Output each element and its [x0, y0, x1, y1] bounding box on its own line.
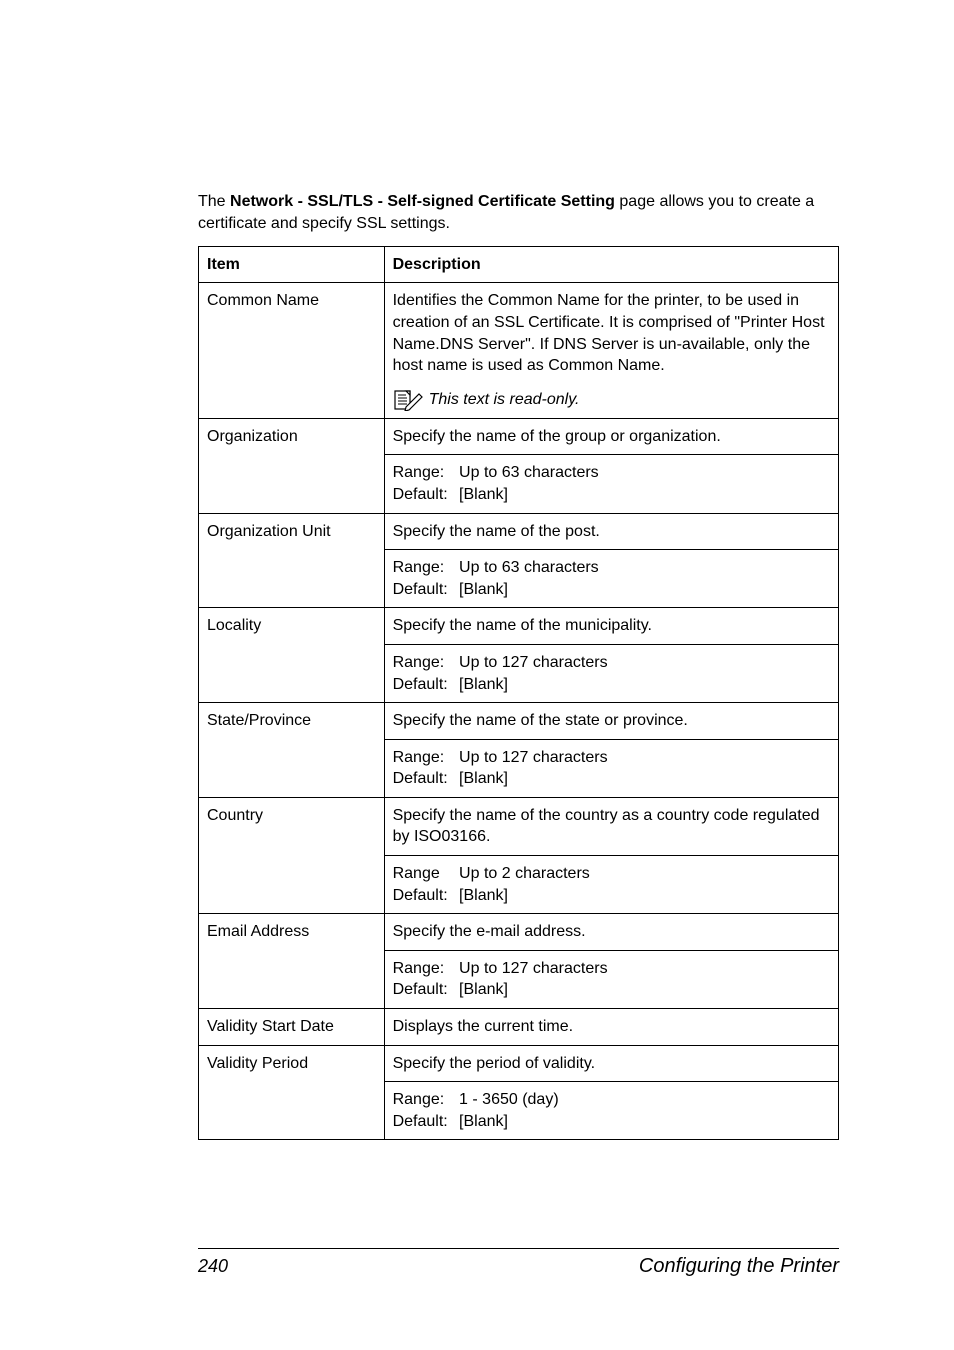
- row-organization: Organization Specify the name of the gro…: [199, 418, 839, 455]
- row-org-unit: Organization Unit Specify the name of th…: [199, 513, 839, 550]
- cell-label: Validity Start Date: [199, 1009, 385, 1046]
- cell-label: Country: [199, 797, 385, 913]
- row-validity-period: Validity Period Specify the period of va…: [199, 1045, 839, 1082]
- default-label: Default:: [393, 579, 455, 601]
- default-label: Default:: [393, 768, 455, 790]
- cell-detail: Range: Up to 127 characters Default: [Bl…: [384, 739, 838, 797]
- default-value: [Blank]: [459, 981, 508, 998]
- row-state: State/Province Specify the name of the s…: [199, 703, 839, 740]
- row-common-name: Common Name Identifies the Common Name f…: [199, 283, 839, 418]
- common-name-desc: Identifies the Common Name for the print…: [393, 290, 830, 376]
- range-label: Range:: [393, 958, 455, 980]
- note-row: This text is read-only.: [393, 389, 830, 411]
- range-label: Range: [393, 863, 455, 885]
- footer-rule: [198, 1248, 839, 1249]
- cell-label: Email Address: [199, 914, 385, 1009]
- default-value: [Blank]: [459, 887, 508, 904]
- header-item: Item: [199, 246, 385, 283]
- row-validity-start: Validity Start Date Displays the current…: [199, 1009, 839, 1046]
- note-icon: [393, 389, 423, 411]
- range-label: Range:: [393, 1089, 455, 1111]
- range-label: Range:: [393, 652, 455, 674]
- row-country: Country Specify the name of the country …: [199, 797, 839, 855]
- row-email: Email Address Specify the e-mail address…: [199, 914, 839, 951]
- intro-paragraph: The Network - SSL/TLS - Self-signed Cert…: [198, 191, 839, 236]
- cell-desc: Specify the name of the country as a cou…: [384, 797, 838, 855]
- cell-label: State/Province: [199, 703, 385, 798]
- default-label: Default:: [393, 979, 455, 1001]
- default-value: [Blank]: [459, 581, 508, 598]
- cell-detail: Range Up to 2 characters Default: [Blank…: [384, 856, 838, 914]
- cell-desc: Displays the current time.: [384, 1009, 838, 1046]
- settings-table: Item Description Common Name Identifies …: [198, 246, 839, 1141]
- range-value: Up to 127 characters: [459, 960, 608, 977]
- header-description: Description: [384, 246, 838, 283]
- range-label: Range:: [393, 557, 455, 579]
- intro-prefix: The: [198, 193, 230, 210]
- cell-detail: Range: Up to 127 characters Default: [Bl…: [384, 644, 838, 702]
- cell-label: Organization: [199, 418, 385, 513]
- table-header-row: Item Description: [199, 246, 839, 283]
- range-label: Range:: [393, 462, 455, 484]
- range-label: Range:: [393, 747, 455, 769]
- cell-desc: Identifies the Common Name for the print…: [384, 283, 838, 418]
- cell-desc: Specify the name of the municipality.: [384, 608, 838, 645]
- default-label: Default:: [393, 885, 455, 907]
- default-label: Default:: [393, 484, 455, 506]
- page-number: 240: [198, 1256, 228, 1277]
- cell-desc: Specify the e-mail address.: [384, 914, 838, 951]
- range-value: Up to 2 characters: [459, 865, 590, 882]
- cell-label: Locality: [199, 608, 385, 703]
- row-locality: Locality Specify the name of the municip…: [199, 608, 839, 645]
- cell-detail: Range: 1 - 3650 (day) Default: [Blank]: [384, 1082, 838, 1140]
- default-label: Default:: [393, 1111, 455, 1133]
- footer-title: Configuring the Printer: [639, 1255, 839, 1278]
- cell-label: Organization Unit: [199, 513, 385, 608]
- default-value: [Blank]: [459, 1113, 508, 1130]
- cell-detail: Range: Up to 127 characters Default: [Bl…: [384, 950, 838, 1008]
- cell-desc: Specify the period of validity.: [384, 1045, 838, 1082]
- default-value: [Blank]: [459, 486, 508, 503]
- default-value: [Blank]: [459, 770, 508, 787]
- cell-desc: Specify the name of the group or organiz…: [384, 418, 838, 455]
- cell-detail: Range: Up to 63 characters Default: [Bla…: [384, 455, 838, 513]
- cell-label: Validity Period: [199, 1045, 385, 1140]
- range-value: Up to 127 characters: [459, 749, 608, 766]
- intro-bold: Network - SSL/TLS - Self-signed Certific…: [230, 193, 615, 210]
- range-value: Up to 63 characters: [459, 464, 599, 481]
- cell-label: Common Name: [199, 283, 385, 418]
- cell-desc: Specify the name of the state or provinc…: [384, 703, 838, 740]
- page-footer: 240 Configuring the Printer: [0, 1248, 954, 1278]
- note-text: This text is read-only.: [429, 389, 580, 411]
- page-container: The Network - SSL/TLS - Self-signed Cert…: [0, 0, 954, 1350]
- range-value: Up to 63 characters: [459, 559, 599, 576]
- default-label: Default:: [393, 674, 455, 696]
- cell-desc: Specify the name of the post.: [384, 513, 838, 550]
- range-value: Up to 127 characters: [459, 654, 608, 671]
- range-value: 1 - 3650 (day): [459, 1091, 559, 1108]
- cell-detail: Range: Up to 63 characters Default: [Bla…: [384, 550, 838, 608]
- footer-line: 240 Configuring the Printer: [198, 1255, 839, 1278]
- default-value: [Blank]: [459, 676, 508, 693]
